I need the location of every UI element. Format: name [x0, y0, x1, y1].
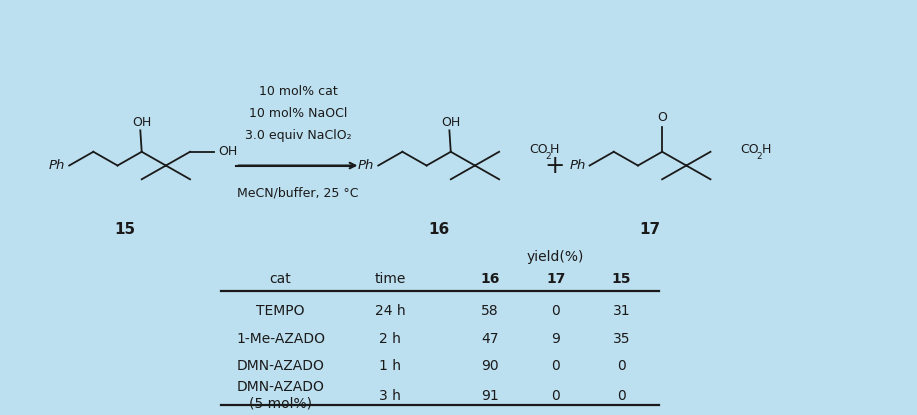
Text: DMN-AZADO: DMN-AZADO [237, 359, 325, 373]
Text: 58: 58 [481, 304, 499, 318]
Text: 31: 31 [613, 304, 630, 318]
Text: 2: 2 [757, 152, 762, 161]
Text: 15: 15 [114, 222, 135, 237]
Text: Ph: Ph [49, 159, 65, 172]
Text: 0: 0 [617, 388, 626, 403]
Text: 0: 0 [551, 359, 560, 373]
Text: 16: 16 [481, 271, 500, 286]
Text: 17: 17 [639, 222, 660, 237]
Text: 10 mol% cat: 10 mol% cat [259, 85, 337, 98]
Text: H: H [550, 143, 559, 156]
Text: cat: cat [270, 271, 292, 286]
Text: 0: 0 [617, 359, 626, 373]
Text: time: time [374, 271, 406, 286]
Text: 3 h: 3 h [380, 388, 401, 403]
Text: 1-Me-AZADO: 1-Me-AZADO [236, 332, 325, 346]
Text: 3.0 equiv NaClO₂: 3.0 equiv NaClO₂ [245, 129, 351, 142]
Text: 47: 47 [481, 332, 499, 346]
Text: yield(%): yield(%) [527, 250, 584, 264]
Text: Ph: Ph [358, 159, 374, 172]
Text: H: H [761, 143, 770, 156]
Text: CO: CO [529, 143, 547, 156]
Text: 1 h: 1 h [380, 359, 402, 373]
Text: OH: OH [441, 116, 460, 129]
Text: TEMPO: TEMPO [256, 304, 304, 318]
Text: 91: 91 [481, 388, 499, 403]
Text: 0: 0 [551, 304, 560, 318]
Text: 10 mol% NaOCl: 10 mol% NaOCl [249, 107, 348, 120]
Text: Ph: Ph [569, 159, 586, 172]
Text: 24 h: 24 h [375, 304, 405, 318]
Text: 90: 90 [481, 359, 499, 373]
Text: CO: CO [740, 143, 759, 156]
Text: 16: 16 [428, 222, 449, 237]
Text: OH: OH [218, 145, 238, 158]
Text: MeCN/buffer, 25 °C: MeCN/buffer, 25 °C [238, 187, 359, 200]
Text: 0: 0 [551, 388, 560, 403]
Text: DMN-AZADO
(5 mol%): DMN-AZADO (5 mol%) [237, 381, 325, 410]
Text: +: + [545, 154, 565, 178]
Text: O: O [657, 111, 667, 124]
Text: 35: 35 [613, 332, 630, 346]
Text: 15: 15 [612, 271, 631, 286]
Text: 2 h: 2 h [380, 332, 401, 346]
Text: OH: OH [132, 116, 151, 129]
Text: 2: 2 [545, 152, 550, 161]
Text: 17: 17 [546, 271, 566, 286]
Text: 9: 9 [551, 332, 560, 346]
